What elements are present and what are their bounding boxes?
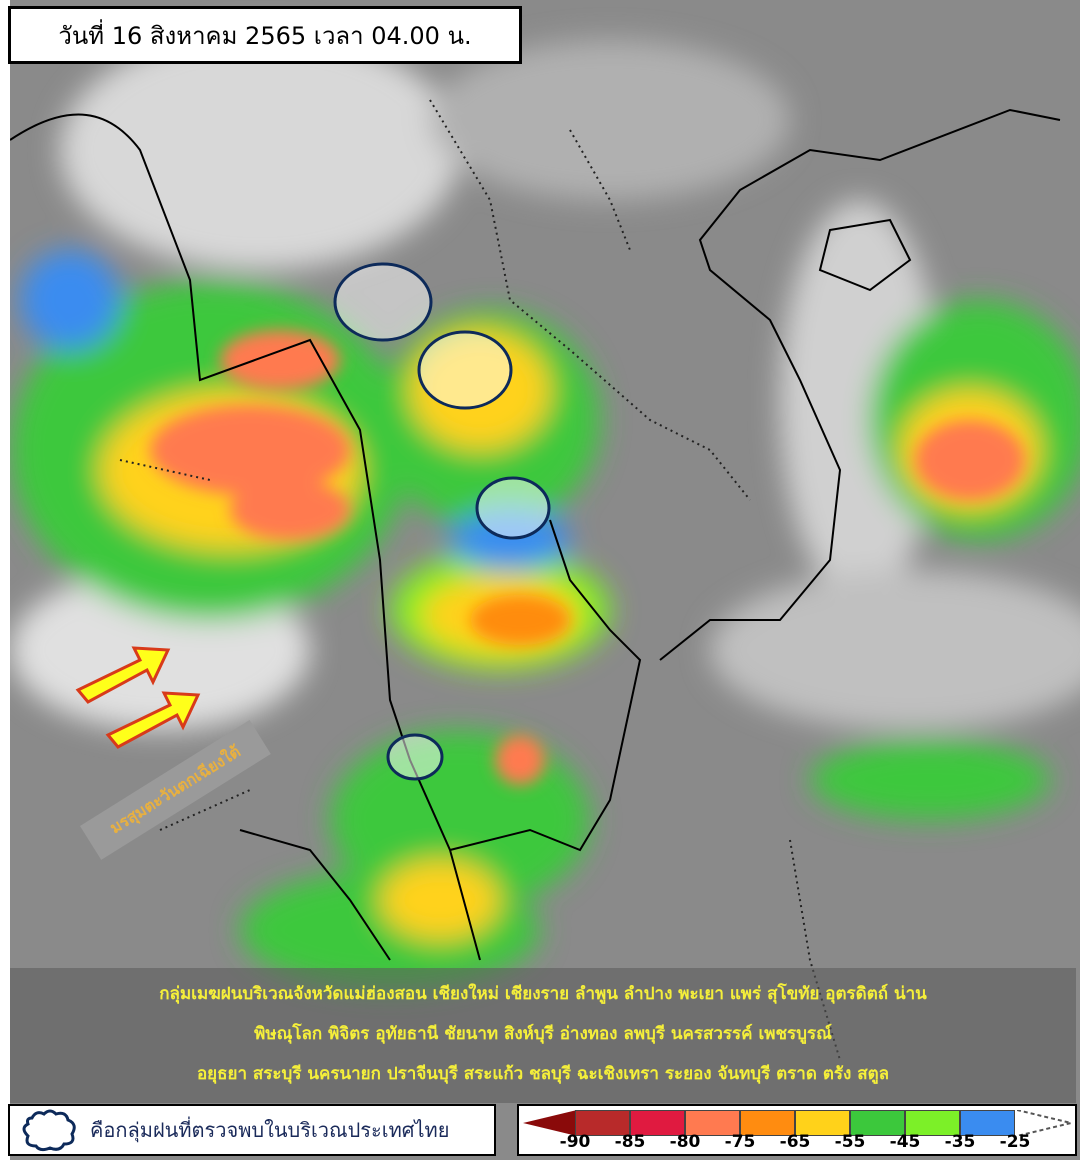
scale-label: -55 [834, 1132, 866, 1152]
scale-swatch [740, 1110, 795, 1136]
provinces-line: อยุธยา สระบุรี นครนายก ปราจีนบุรี สระแก้… [196, 1064, 890, 1084]
scale-arrow-right [1017, 1110, 1072, 1136]
scale-label: -75 [724, 1132, 756, 1152]
scale-label: -90 [559, 1132, 591, 1152]
scale-swatch [575, 1110, 630, 1136]
satellite-map [10, 0, 1080, 1160]
scale-label: -35 [944, 1132, 976, 1152]
scale-swatch [795, 1110, 850, 1136]
scale-arrow-left [523, 1110, 577, 1136]
cloud-legend-text: คือกลุ่มฝนที่ตรวจพบในบริเวณประเทศไทย [90, 1118, 450, 1142]
scale-label: -25 [999, 1132, 1031, 1152]
scale-swatch [685, 1110, 740, 1136]
cloud-legend: คือกลุ่มฝนที่ตรวจพบในบริเวณประเทศไทย [8, 1104, 496, 1156]
scale-label: -45 [889, 1132, 921, 1152]
date-time-title: วันที่ 16 สิงหาคม 2565 เวลา 04.00 น. [8, 6, 522, 64]
provinces-line: พิษณุโลก พิจิตร อุทัยธานี ชัยนาท สิงห์บุ… [254, 1024, 832, 1044]
scale-swatch [960, 1110, 1015, 1136]
provinces-line: กลุ่มเมฆฝนบริเวณจังหวัดแม่ฮ่องสอน เชียงใ… [159, 984, 927, 1004]
rain-cluster-markers [333, 262, 551, 781]
rain-cloud-outline-icon [22, 1109, 76, 1152]
scale-swatch [905, 1110, 960, 1136]
scale-swatch [850, 1110, 905, 1136]
scale-label: -85 [614, 1132, 646, 1152]
coastlines [10, 108, 1061, 961]
temperature-color-scale: -90 -85 -80 -75 -65 -55 -45 -35 -25 [517, 1104, 1077, 1156]
provinces-text-band: กลุ่มเมฆฝนบริเวณจังหวัดแม่ฮ่องสอน เชียงใ… [10, 968, 1076, 1103]
monsoon-arrows [75, 646, 201, 749]
scale-label: -80 [669, 1132, 701, 1152]
scale-label: -65 [779, 1132, 811, 1152]
scale-swatch [630, 1110, 685, 1136]
